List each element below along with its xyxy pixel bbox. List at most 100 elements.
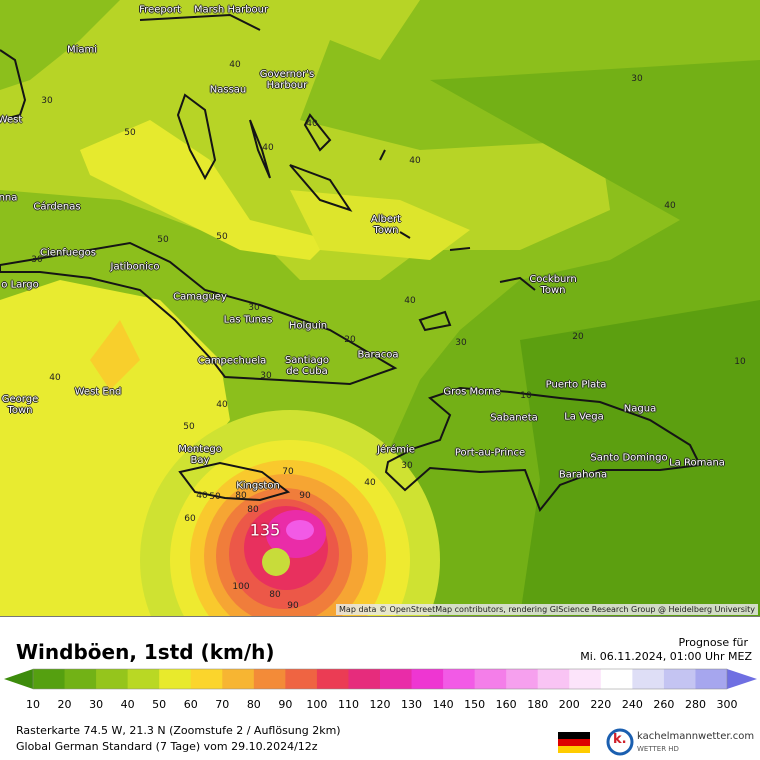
peak-label: 135	[249, 520, 281, 540]
colorbar-segment	[663, 669, 696, 689]
colorbar-tick-label: 100	[306, 698, 327, 711]
city-label: Puerto Plata	[545, 379, 607, 391]
contour-label: 50	[216, 232, 228, 242]
colorbar-segment	[253, 669, 286, 689]
colorbar-tick-label: 130	[401, 698, 422, 711]
colorbar-segment	[222, 669, 255, 689]
forecast-time: Mi. 06.11.2024, 01:00 Uhr MEZ	[580, 650, 752, 663]
city-label: West	[0, 114, 23, 126]
colorbar-segment	[443, 669, 476, 689]
legend-title: Windböen, 1std (km/h)	[16, 640, 275, 664]
logo-mark: k.	[613, 732, 627, 747]
city-label: Nagua	[623, 403, 657, 415]
colorbar-segment	[537, 669, 570, 689]
contour-label: 30	[455, 338, 467, 348]
contour-label: 60	[184, 514, 196, 524]
colorbar-tick-label: 30	[89, 698, 103, 711]
contour-label: 30	[248, 303, 260, 313]
logo-tagline: WETTER HD	[637, 745, 679, 753]
legend-panel: 10 20 30 40 50 60 70 80 90 100 110 120 130 140 150 160 1…	[0, 616, 760, 756]
colorbar-tick-label: 40	[121, 698, 135, 711]
contour-label: 30	[260, 371, 272, 381]
contour-label: 30	[631, 74, 643, 84]
contour-label: 90	[299, 491, 311, 501]
city-label: Santo Domingo	[590, 452, 668, 464]
contour-label: 30	[31, 255, 43, 265]
colorbar-tick-label: 70	[215, 698, 229, 711]
contour-label: 50	[157, 235, 169, 245]
city-label: Freeport	[139, 4, 181, 16]
colorbar-segment	[159, 669, 192, 689]
colorbar-tick-label: 150	[464, 698, 485, 711]
contour-label: 70	[282, 467, 294, 477]
map-attribution: Map data © OpenStreetMap contributors, r…	[336, 604, 758, 615]
colorbar-tick-label: 140	[433, 698, 454, 711]
contour-label: 40	[409, 156, 421, 166]
colorbar-segment	[64, 669, 97, 689]
colorbar-tick-label: 260	[653, 698, 674, 711]
colorbar-segment	[33, 669, 66, 689]
city-label: La Romana	[669, 457, 725, 469]
colorbar-tick-label: 90	[278, 698, 292, 711]
colorbar-segment	[348, 669, 381, 689]
city-label: nna	[0, 192, 18, 204]
contour-label: 10	[734, 357, 746, 367]
contour-label: 50	[124, 128, 136, 138]
city-label: Cockburn Town	[529, 274, 577, 296]
contour-label: 90	[287, 601, 299, 611]
city-label: Jatibonico	[110, 261, 160, 273]
contour-label: 40	[229, 60, 241, 70]
colorbar-segment	[569, 669, 602, 689]
city-label: Barahona	[558, 469, 608, 481]
colorbar-segment	[380, 669, 413, 689]
colorbar-outline	[32, 668, 728, 690]
colorbar-tick-label: 110	[338, 698, 359, 711]
contour-label: 40	[404, 296, 416, 306]
contour-label: 40	[306, 119, 318, 129]
logo-site[interactable]: kachelmannwetter.com	[637, 731, 755, 742]
city-label: Port-au-Prince	[454, 447, 526, 459]
contour-label: 80	[235, 491, 247, 501]
city-label: Montego Bay	[178, 444, 222, 466]
city-label: Nassau	[209, 84, 247, 96]
forecast-label: Prognose für	[678, 636, 749, 649]
contour-label: 40	[196, 491, 208, 501]
city-label: Albert Town	[370, 214, 402, 236]
colorbar-segment	[695, 669, 728, 689]
colorbar-segment	[411, 669, 444, 689]
colorbar-tick-label: 280	[685, 698, 706, 711]
city-label: West End	[74, 386, 122, 398]
city-label: Cárdenas	[33, 201, 81, 213]
footer-line: Rasterkarte 74.5 W, 21.3 N (Zoomstufe 2 …	[16, 724, 341, 737]
colorbar-tick-label: 160	[496, 698, 517, 711]
city-label: La Vega	[564, 411, 604, 423]
footer-line: Global German Standard (7 Tage) vom 29.1…	[16, 740, 318, 753]
contour-label: 80	[269, 590, 281, 600]
contour-label: 40	[364, 478, 376, 488]
colorbar-tick-label: 180	[527, 698, 548, 711]
contour-label: 10	[520, 391, 532, 401]
colorbar-arrow	[727, 669, 757, 689]
city-label: Las Tunas	[223, 314, 273, 326]
city-label: Cienfuegos	[40, 247, 96, 259]
contour-label: 20	[344, 335, 356, 345]
contour-label: 40	[216, 400, 228, 410]
city-label: Jérémie	[377, 444, 415, 456]
city-label: o Largo	[1, 279, 39, 291]
city-label: Camaguey	[173, 291, 227, 303]
colorbar-segment	[506, 669, 539, 689]
contour-label: 20	[572, 332, 584, 342]
colorbar-tick-label: 220	[590, 698, 611, 711]
colorbar-tick-label: 20	[58, 698, 72, 711]
city-label: George Town	[1, 394, 39, 416]
colorbar-segment	[474, 669, 507, 689]
city-label: Marsh Harbour	[193, 4, 269, 16]
city-label: Sabaneta	[490, 412, 538, 424]
contour-label: 80	[247, 505, 259, 515]
city-label: Holguin	[288, 320, 328, 332]
colorbar-segment	[96, 669, 129, 689]
colorbar-tick-label: 200	[559, 698, 580, 711]
contour-label: 50	[209, 492, 221, 502]
colorbar-segment	[127, 669, 160, 689]
city-label: Campechuela	[197, 355, 267, 367]
